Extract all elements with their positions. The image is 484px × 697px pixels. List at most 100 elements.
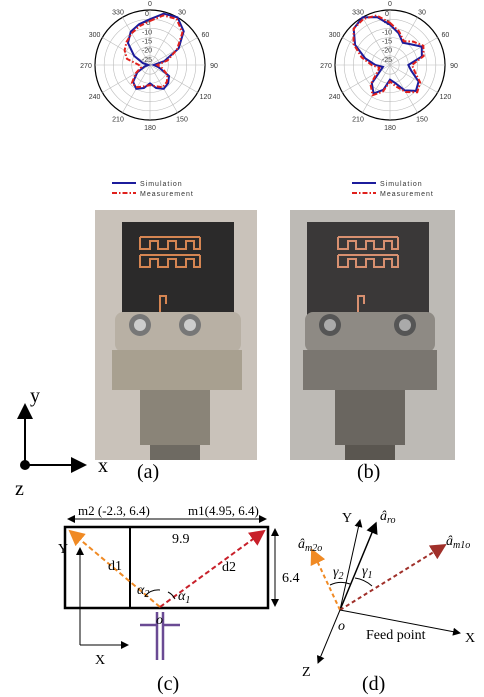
angle-tick-label: 210 <box>112 117 124 124</box>
grid-spoke <box>149 64 198 93</box>
grid-spoke <box>362 17 391 66</box>
label-d2: d2 <box>222 560 236 575</box>
photo-b <box>290 210 455 460</box>
legend-label: Measurement <box>140 191 194 198</box>
polar-charts: 0-5-10-15-20-250306090120150180210240270… <box>80 1 458 198</box>
label-feed: Feed point <box>366 628 426 643</box>
panel-label: (b) <box>357 461 380 483</box>
label-gamma2: γ2 <box>333 565 344 582</box>
subscript: ro <box>387 515 396 526</box>
angle-tick-label: 150 <box>416 117 428 124</box>
r-tick-label: -10 <box>142 29 152 36</box>
angle-tick-label: 30 <box>418 9 426 16</box>
angle-tick-label: 120 <box>200 94 212 101</box>
symbol: γ <box>362 564 368 579</box>
grid-spoke <box>102 37 151 66</box>
symbol: α <box>137 583 145 598</box>
grid-spoke <box>342 37 391 66</box>
label-Y: Y <box>342 511 352 526</box>
angle-tick-label: 60 <box>442 32 450 39</box>
label-Z: Z <box>302 665 311 680</box>
grid-spoke <box>362 64 391 113</box>
label-am1o: âm1o <box>446 534 470 551</box>
axis-z: z <box>15 478 24 500</box>
label-height: 6.4 <box>282 571 300 586</box>
r-tick-label: -15 <box>142 39 152 46</box>
symbol: â <box>298 537 305 552</box>
legend-label: Simulation <box>380 181 423 188</box>
photo-a <box>95 210 257 460</box>
label-o: o <box>156 613 163 628</box>
grid-spoke <box>149 17 178 66</box>
symbol: â <box>380 509 387 524</box>
label-o: o <box>338 619 345 634</box>
angle-tick-label: 180 <box>144 125 156 132</box>
symbol: α <box>178 589 186 604</box>
r-tick-label: -10 <box>382 29 392 36</box>
label-width: 9.9 <box>172 532 190 547</box>
axis-x: x <box>98 455 108 477</box>
diagram-d <box>310 519 461 664</box>
r-tick-label: -20 <box>142 48 152 55</box>
angle-tick-label: 240 <box>329 94 341 101</box>
angle-tick-label: 0 <box>388 1 392 8</box>
symbol: â <box>446 534 453 549</box>
subscript: 1 <box>368 570 373 581</box>
legend-label: Measurement <box>380 191 434 198</box>
panel-label: (a) <box>137 461 159 483</box>
label-m1: m1(4.95, 6.4) <box>188 503 259 518</box>
subscript: 1 <box>185 595 190 606</box>
angle-tick-label: 120 <box>440 94 452 101</box>
label-Y: Y <box>58 542 68 557</box>
angle-tick-label: 330 <box>352 9 364 16</box>
angle-tick-label: 180 <box>384 125 396 132</box>
label-d1: d1 <box>108 559 122 574</box>
angle-tick-label: 210 <box>352 117 364 124</box>
axis-y: y <box>30 385 40 407</box>
xyz-axes <box>17 403 87 473</box>
diagram-c <box>63 515 279 660</box>
angle-tick-label: 300 <box>329 32 341 39</box>
grid-spoke <box>389 64 438 93</box>
series-line <box>126 12 185 90</box>
r-tick-label: 0 <box>145 11 149 18</box>
angle-tick-label: 300 <box>89 32 101 39</box>
angle-tick-label: 240 <box>89 94 101 101</box>
grid-spoke <box>342 64 391 93</box>
symbol: γ <box>333 565 339 580</box>
angle-tick-label: 330 <box>112 9 124 16</box>
label-aro: âro <box>380 509 396 526</box>
label-am2o: âm2o <box>298 537 322 554</box>
subscript: m2o <box>305 543 322 554</box>
subscript: 2 <box>339 571 344 582</box>
angle-tick-label: 150 <box>176 117 188 124</box>
legend-label: Simulation <box>140 181 183 188</box>
angle-tick-label: 0 <box>148 1 152 8</box>
series-line <box>123 14 184 89</box>
series-line <box>352 16 423 95</box>
label-alpha1: α1 <box>178 589 190 606</box>
label-m2: m2 (-2.3, 6.4) <box>78 503 150 518</box>
angle-tick-label: 30 <box>178 9 186 16</box>
angle-tick-label: 270 <box>80 63 92 70</box>
grid-spoke <box>122 17 151 66</box>
label-X: X <box>95 653 105 668</box>
r-tick-label: 0 <box>385 11 389 18</box>
label-gamma1: γ1 <box>362 564 373 581</box>
angle-tick-label: 60 <box>202 32 210 39</box>
angle-tick-label: 90 <box>450 63 458 70</box>
r-tick-label: -5 <box>144 20 150 27</box>
label-X: X <box>465 631 475 646</box>
r-tick-label: -20 <box>382 48 392 55</box>
grid-spoke <box>389 37 438 66</box>
angle-tick-label: 90 <box>210 63 218 70</box>
panel-label: (d) <box>362 673 385 695</box>
label-alpha2: α2 <box>137 583 149 600</box>
subscript: 2 <box>144 589 149 600</box>
series-line <box>352 14 425 97</box>
subscript: m1o <box>453 540 470 551</box>
panel-label: (c) <box>157 673 179 695</box>
angle-tick-label: 270 <box>320 63 332 70</box>
grid-spoke <box>149 37 198 66</box>
